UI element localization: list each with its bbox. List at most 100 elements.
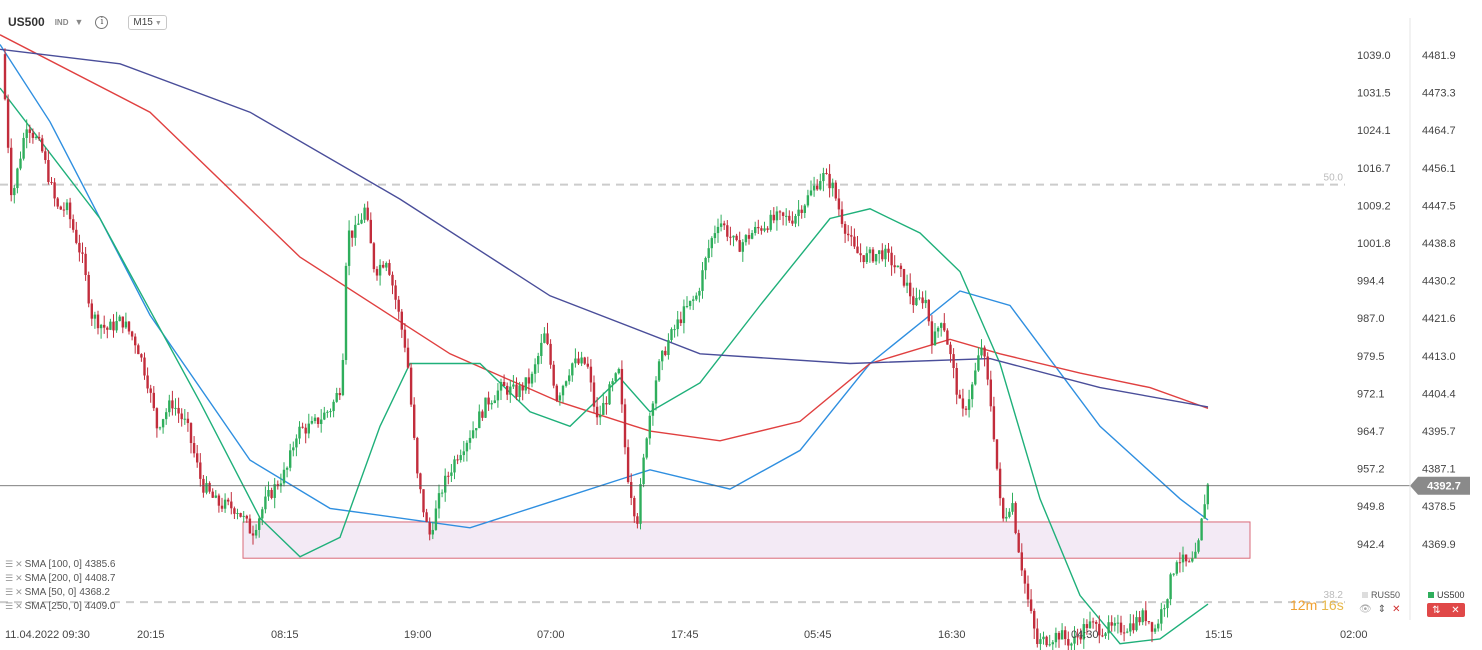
candle-body: [332, 401, 335, 412]
close-icon[interactable]: ✕: [1392, 604, 1401, 615]
candle-body: [533, 364, 537, 374]
y-right-tick: 4413.0: [1422, 351, 1456, 363]
candle-body: [140, 354, 143, 358]
candle-body: [292, 447, 295, 451]
candle-body: [1206, 484, 1209, 505]
legend-row-sma100[interactable]: ☰ ✕ SMA [100, 0] 4385.6: [5, 557, 115, 571]
x-tick: 20:15: [137, 629, 165, 641]
y-right-tick: 4404.4: [1422, 388, 1456, 400]
candle-body: [233, 508, 236, 514]
sort-icon[interactable]: ⇕: [1377, 604, 1387, 615]
y-left-tick: 987.0: [1357, 313, 1385, 325]
candle-body: [431, 529, 434, 535]
candle-body: [103, 324, 106, 328]
legend-row-sma50[interactable]: ☰ ✕ SMA [50, 0] 4368.2: [5, 585, 115, 599]
list-icon[interactable]: ☰: [5, 600, 13, 611]
candle-body: [825, 173, 828, 175]
candle-body: [456, 459, 459, 461]
candle-body: [812, 185, 816, 191]
close-icon[interactable]: ✕: [15, 558, 22, 569]
candle-body: [571, 363, 574, 376]
candle-body: [611, 381, 614, 385]
candle-body: [887, 248, 890, 253]
candle-body: [242, 515, 245, 517]
candle-body: [648, 415, 651, 439]
candle-body: [1178, 562, 1182, 564]
candle-body: [800, 209, 803, 213]
candle-body: [223, 499, 227, 509]
instrument-us500[interactable]: US500: [1428, 590, 1465, 600]
list-icon[interactable]: ☰: [5, 572, 13, 583]
instrument-rus50[interactable]: RUS50: [1362, 590, 1400, 600]
candle-body: [316, 417, 320, 425]
candle-body: [698, 290, 701, 296]
close-icon[interactable]: ✕: [15, 586, 22, 597]
candle-body: [137, 345, 140, 355]
candles-icon[interactable]: ⇅: [1432, 604, 1441, 616]
eye-icon[interactable]: 👁: [1359, 604, 1372, 615]
primary-controls: ⇅ ✕: [1427, 603, 1465, 617]
info-icon[interactable]: i: [95, 15, 109, 29]
candle-body: [1197, 540, 1200, 552]
candle-body: [1150, 622, 1154, 632]
candle-body: [366, 207, 369, 220]
candle-body: [329, 411, 332, 413]
candle-body: [775, 211, 779, 221]
candle-body: [1194, 551, 1197, 559]
candle-body: [400, 311, 403, 330]
symbol-name[interactable]: US500: [8, 15, 45, 29]
legend-label: SMA [250, 0]: [24, 600, 82, 612]
candle-body: [847, 233, 850, 236]
close-icon[interactable]: ✕: [1451, 604, 1460, 616]
candle-body: [369, 219, 372, 244]
y-left-tick: 1016.7: [1357, 163, 1391, 175]
candle-body: [1126, 631, 1129, 633]
close-icon[interactable]: ✕: [15, 572, 22, 583]
y-right-tick: 4473.3: [1422, 88, 1456, 100]
candle-body: [989, 379, 992, 407]
sma-line: [0, 48, 1209, 408]
timeframe-selector[interactable]: M15 ▼: [128, 14, 167, 30]
candle-body: [440, 492, 444, 494]
candle-body: [543, 333, 546, 343]
candle-body: [769, 214, 772, 230]
candle-body: [158, 427, 162, 429]
candle-body: [626, 447, 630, 483]
close-icon[interactable]: ✕: [15, 600, 22, 611]
candle-body: [53, 182, 56, 199]
candle-body: [462, 451, 465, 456]
candle-body: [347, 230, 351, 266]
candle-body: [65, 202, 69, 211]
candle-body: [828, 173, 831, 189]
x-tick: 07:00: [537, 629, 565, 641]
candle-body: [974, 370, 977, 385]
candle-body: [785, 215, 788, 217]
candle-body: [540, 342, 543, 356]
candle-body: [732, 235, 735, 238]
candle-body: [143, 357, 146, 376]
candle-body: [1045, 636, 1048, 646]
candle-body: [1153, 628, 1157, 632]
candle-body: [1122, 632, 1126, 634]
candle-body: [723, 223, 726, 226]
candle-body: [949, 344, 952, 355]
candle-body: [298, 426, 301, 439]
candle-body: [481, 411, 484, 418]
candle-body: [44, 151, 47, 161]
legend-row-sma200[interactable]: ☰ ✕ SMA [200, 0] 4408.7: [5, 571, 115, 585]
list-icon[interactable]: ☰: [5, 586, 13, 597]
legend-row-sma250[interactable]: ☰ ✕ SMA [250, 0] 4409.0: [5, 599, 115, 613]
candle-body: [995, 439, 999, 469]
candle-body: [1141, 610, 1144, 623]
list-icon[interactable]: ☰: [5, 558, 13, 569]
chevron-down-icon[interactable]: ▼: [74, 17, 84, 27]
candle-body: [31, 132, 35, 138]
candle-body: [338, 393, 341, 396]
candle-body: [735, 235, 738, 241]
sma-line: [0, 34, 1209, 442]
candle-body: [512, 384, 515, 387]
candle-body: [121, 316, 124, 328]
candle-body: [797, 209, 800, 217]
y-left-tick: 1001.8: [1357, 238, 1391, 250]
